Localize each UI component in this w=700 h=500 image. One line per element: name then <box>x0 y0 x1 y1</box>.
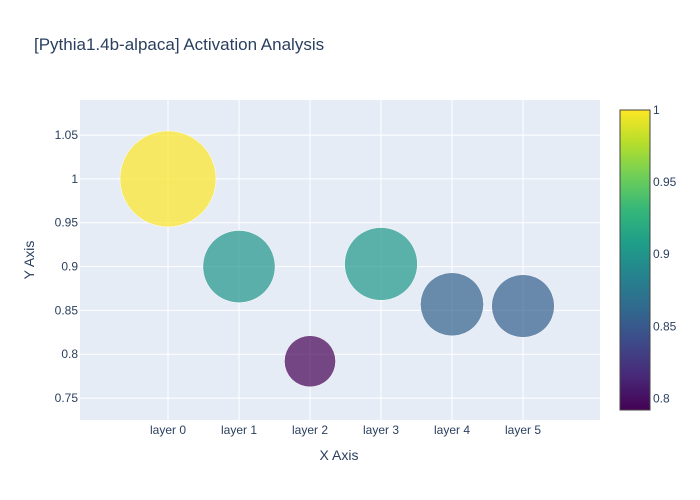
y-tick-label: 0.8 <box>61 347 78 361</box>
x-tick-label: layer 2 <box>292 423 328 437</box>
x-axis-title: X Axis <box>320 447 359 463</box>
y-tick-label: 0.95 <box>55 216 79 230</box>
x-tick-label: layer 1 <box>221 423 257 437</box>
x-axis-ticks: layer 0 layer 1 layer 2 layer 3 layer 4 layer… <box>150 423 541 437</box>
y-tick-label: 1 <box>71 172 78 186</box>
x-tick-label: layer 4 <box>434 423 470 437</box>
y-tick-label: 0.85 <box>55 303 79 317</box>
data-point <box>202 230 276 303</box>
chart-title: [Pythia1.4b-alpaca] Activation Analysis <box>34 35 324 54</box>
y-axis-ticks: 0.75 0.8 0.85 0.9 0.95 1 1.05 <box>55 128 79 405</box>
y-tick-label: 1.05 <box>55 128 79 142</box>
colorbar <box>619 109 651 411</box>
x-tick-label: layer 5 <box>505 423 541 437</box>
y-axis-title: Y Axis <box>21 241 37 280</box>
colorbar-tick-label: 0.8 <box>653 391 670 405</box>
data-point <box>284 335 336 388</box>
colorbar-tick-label: 1 <box>653 103 660 117</box>
data-point <box>119 130 217 228</box>
x-tick-label: layer 3 <box>363 423 399 437</box>
data-point <box>491 274 555 338</box>
data-point <box>420 272 484 337</box>
colorbar-tick-label: 0.85 <box>653 319 677 333</box>
colorbar-tick-label: 0.95 <box>653 175 677 189</box>
x-tick-label: layer 0 <box>150 423 186 437</box>
colorbar-ticks: 0.8 0.85 0.9 0.95 1 <box>653 103 677 405</box>
markers <box>119 130 555 388</box>
y-tick-label: 0.9 <box>61 260 78 274</box>
data-point <box>344 227 418 301</box>
y-tick-label: 0.75 <box>55 391 79 405</box>
colorbar-tick-label: 0.9 <box>653 247 670 261</box>
